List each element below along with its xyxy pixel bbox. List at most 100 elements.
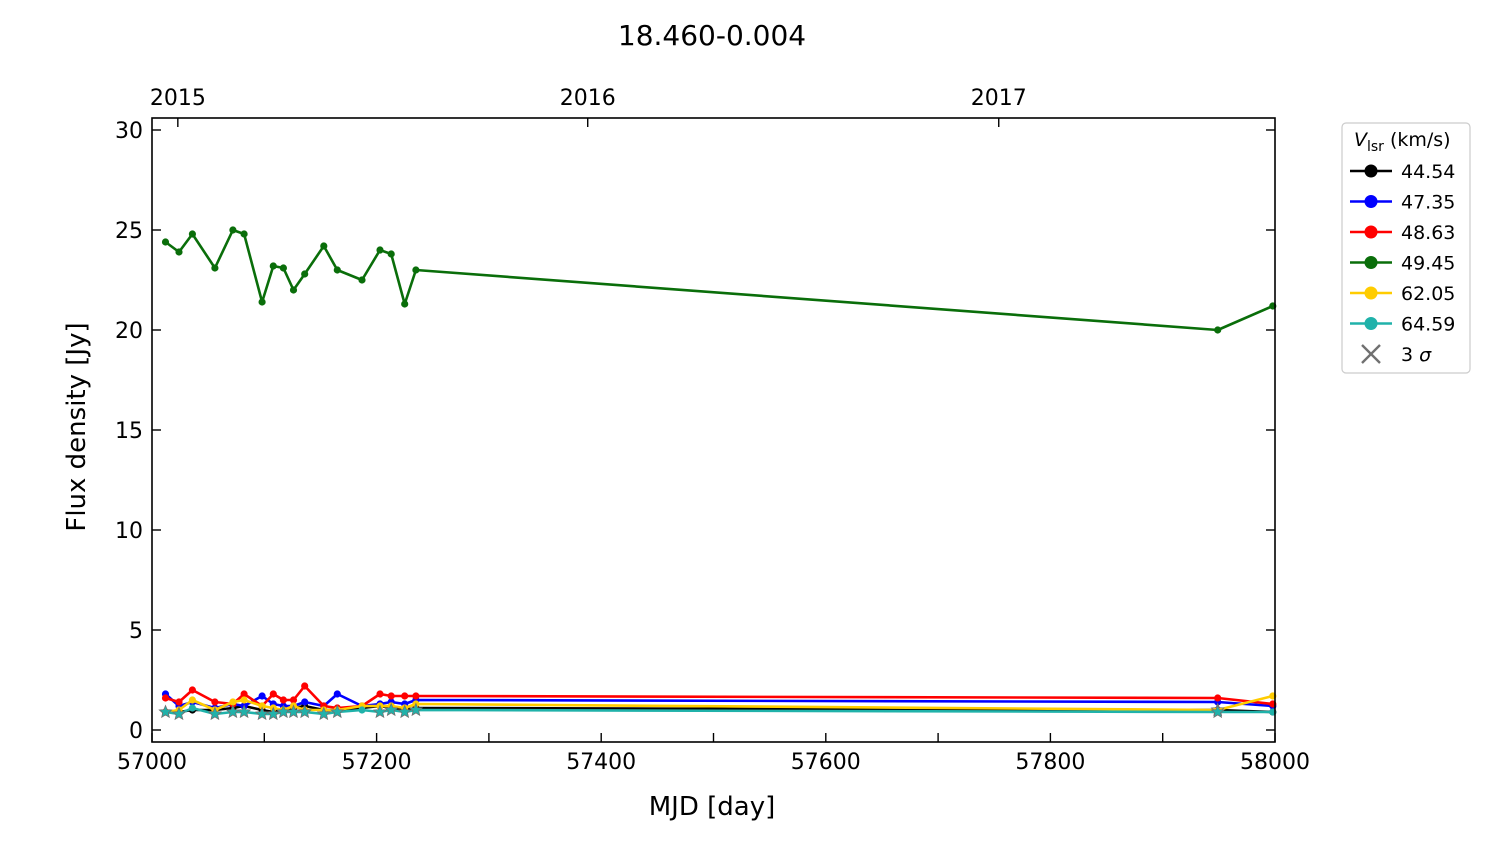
legend-title-subscript: lsr xyxy=(1367,139,1384,155)
data-point xyxy=(240,690,248,698)
legend-entries: 44.54 47.35 48.63 49.45 62.05 64.59 3 σ xyxy=(1350,161,1455,366)
data-point xyxy=(301,270,309,278)
data-point xyxy=(387,692,395,700)
y-tick-label: 15 xyxy=(115,419,143,444)
legend-entry-49-45: 49.45 xyxy=(1350,253,1455,275)
sigma-cross-icon xyxy=(1361,344,1381,364)
legend-label: 49.45 xyxy=(1401,253,1455,275)
sigma-point xyxy=(158,704,173,719)
plot-frame xyxy=(151,117,1276,743)
data-point xyxy=(161,238,170,246)
legend-entry-64-59: 64.59 xyxy=(1350,314,1455,336)
legend-label: 64.59 xyxy=(1401,314,1455,336)
data-point xyxy=(358,706,366,714)
x-tick-label: 57600 xyxy=(791,750,861,775)
legend-sigma-label: 3 σ xyxy=(1401,344,1432,366)
data-point xyxy=(240,230,248,238)
axes-layer: 57000 57200 57400 57600 57800 58000 0 5 10 15 20 25… xyxy=(115,86,1310,775)
sigma-point xyxy=(408,702,424,717)
data-point xyxy=(401,300,409,308)
y-tick-label: 30 xyxy=(115,119,143,144)
data-point xyxy=(240,696,248,704)
data-point xyxy=(376,690,384,698)
top-tick-label: 2016 xyxy=(560,86,616,111)
x-axis-title: MJD [day] xyxy=(649,792,776,822)
top-tick-label: 2015 xyxy=(150,86,206,111)
legend-label: 44.54 xyxy=(1401,161,1455,183)
legend-title-symbol: V xyxy=(1354,129,1369,151)
data-point xyxy=(387,250,395,258)
legend-label: 48.63 xyxy=(1401,222,1455,244)
data-point xyxy=(269,690,277,698)
data-point xyxy=(258,298,266,306)
y-tick-label: 10 xyxy=(115,519,143,544)
legend-title: Vlsr (km/s) xyxy=(1354,129,1451,155)
data-point xyxy=(358,276,366,284)
data-point xyxy=(289,696,298,704)
series-line xyxy=(165,684,1273,710)
y-axis-title: Flux density [Jy] xyxy=(62,322,92,531)
legend-marker xyxy=(1364,164,1378,178)
data-point xyxy=(320,242,328,250)
data-point xyxy=(211,264,219,272)
sigma-point xyxy=(236,704,252,719)
x-tick-label: 57200 xyxy=(342,750,412,775)
y-tick-label: 5 xyxy=(129,619,143,644)
data-point xyxy=(333,266,341,274)
chart-title: 18.460-0.004 xyxy=(618,19,806,52)
data-point xyxy=(301,682,309,690)
data-point xyxy=(1214,326,1222,334)
legend-entry-44-54: 44.54 xyxy=(1350,161,1455,183)
legend-marker xyxy=(1364,256,1378,269)
data-point xyxy=(376,246,384,254)
sigma-point xyxy=(297,704,312,719)
sigma-point xyxy=(372,704,388,719)
legend-label: 62.05 xyxy=(1401,283,1455,305)
x-tick-label: 58000 xyxy=(1240,750,1310,775)
data-point xyxy=(333,690,341,698)
data-point xyxy=(1214,694,1222,702)
legend-marker xyxy=(1364,286,1378,300)
y-tick-label: 25 xyxy=(115,219,143,244)
legend-marker xyxy=(1364,317,1378,330)
data-point xyxy=(279,264,287,272)
y-tick-label: 20 xyxy=(115,319,143,344)
data-point xyxy=(188,230,196,238)
legend: Vlsr (km/s) 44.54 47.35 48.63 49.45 62.05 64.5… xyxy=(1341,122,1471,374)
data-point xyxy=(301,698,309,706)
sigma-point xyxy=(330,704,345,719)
sigma-point xyxy=(397,704,412,719)
legend-entry-sigma: 3 σ xyxy=(1361,344,1432,366)
series-64-59 xyxy=(158,702,1277,721)
x-tick-label: 57000 xyxy=(117,750,187,775)
data-point xyxy=(289,286,298,294)
legend-frame xyxy=(1341,122,1471,374)
sigma-point xyxy=(266,706,281,721)
y-tick-label: 0 xyxy=(129,719,143,744)
data-point xyxy=(175,698,183,706)
x-tick-label: 57800 xyxy=(1015,750,1085,775)
data-point xyxy=(188,704,196,712)
data-point xyxy=(258,702,266,710)
data-point xyxy=(401,692,409,700)
sigma-point xyxy=(207,706,223,721)
legend-entry-47-35: 47.35 xyxy=(1350,192,1455,214)
data-point xyxy=(188,686,196,694)
legend-entry-48-63: 48.63 xyxy=(1350,222,1455,244)
sigma-point xyxy=(1210,704,1225,719)
data-point xyxy=(258,692,266,700)
legend-label: 47.35 xyxy=(1401,192,1455,214)
top-tick-label: 2017 xyxy=(971,86,1027,111)
series-line xyxy=(164,228,1274,332)
data-point xyxy=(412,266,420,274)
series-48-63 xyxy=(161,682,1277,712)
data-point xyxy=(211,698,219,706)
data-point xyxy=(412,692,420,700)
legend-entry-62-05: 62.05 xyxy=(1350,283,1455,305)
x-tick-label: 57400 xyxy=(566,750,636,775)
series-layer xyxy=(158,226,1277,721)
legend-marker xyxy=(1364,225,1378,239)
sigma-point xyxy=(171,706,187,721)
data-point xyxy=(175,248,183,256)
